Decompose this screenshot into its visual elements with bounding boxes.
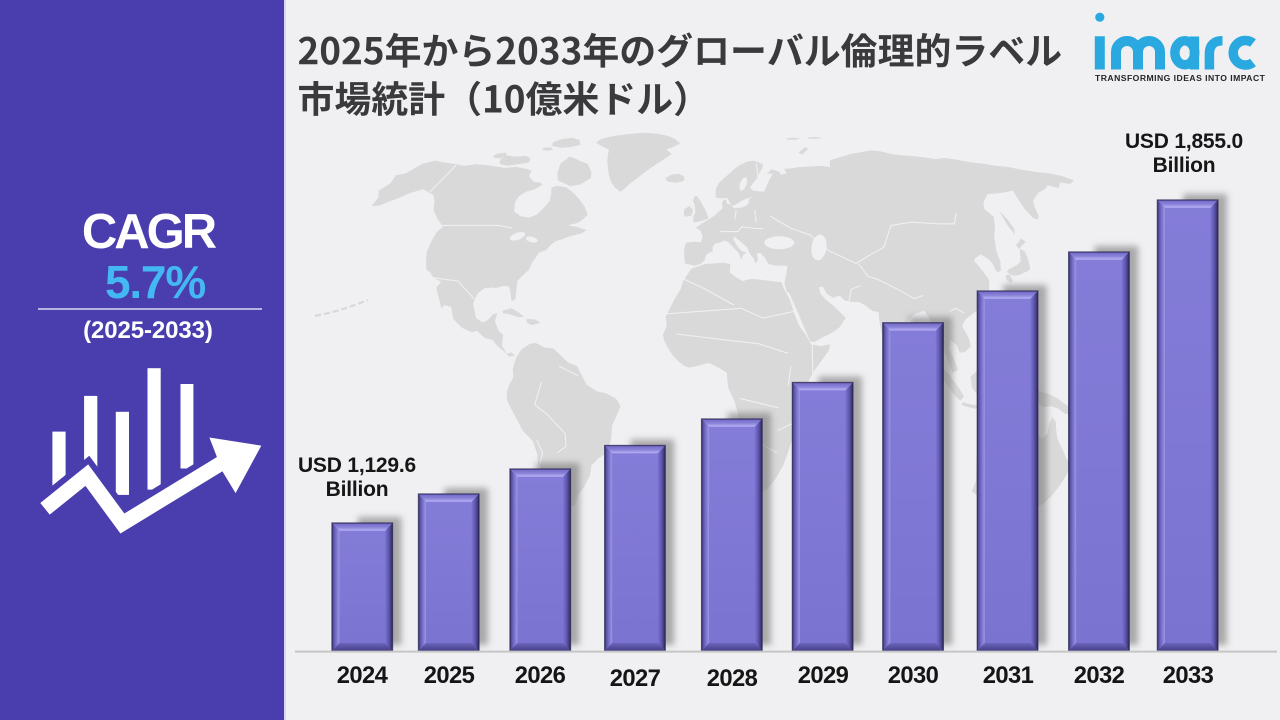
svg-text:TRANSFORMING IDEAS INTO IMPACT: TRANSFORMING IDEAS INTO IMPACT <box>1095 73 1266 83</box>
